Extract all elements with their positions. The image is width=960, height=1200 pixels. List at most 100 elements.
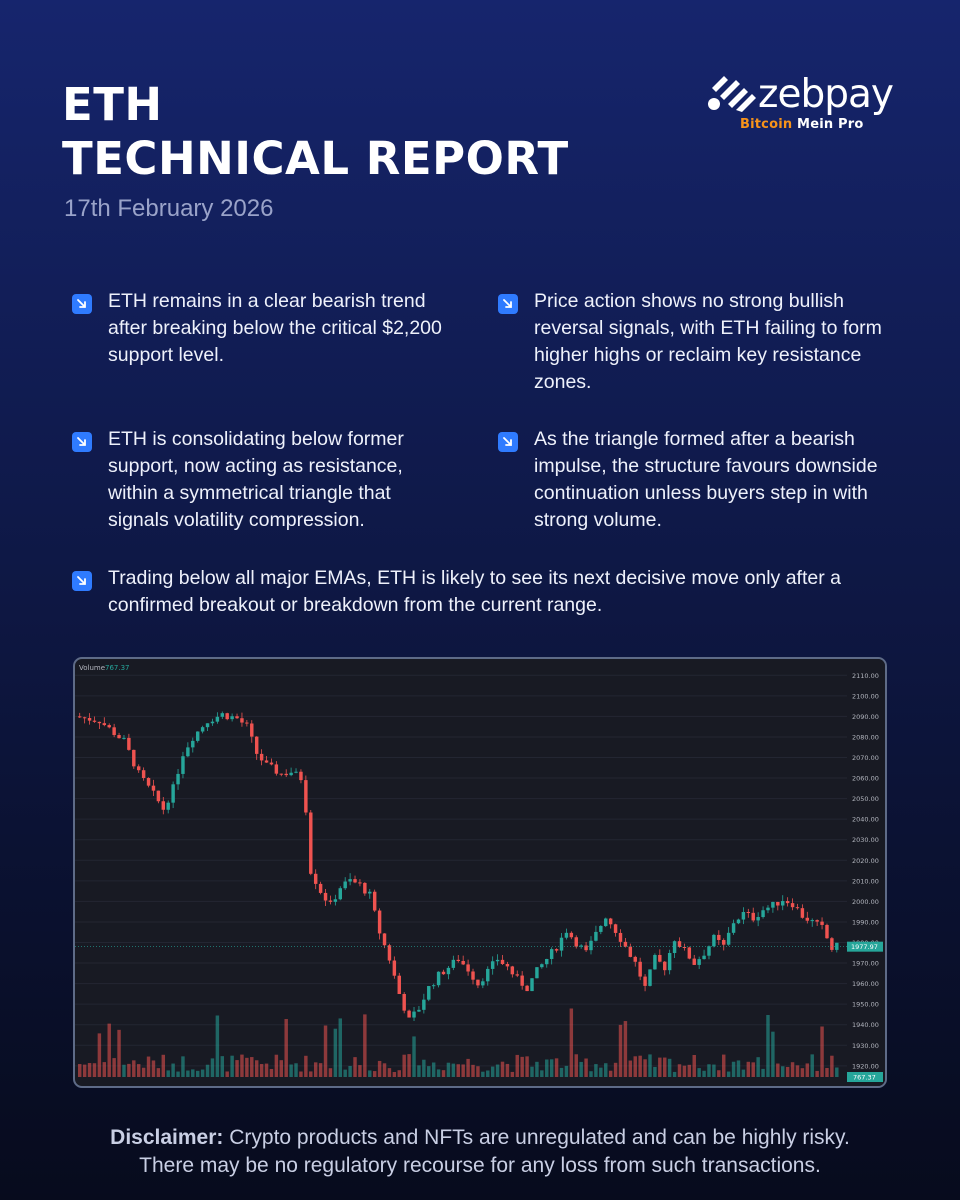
candle-body [304,780,308,813]
candle-body [658,954,662,962]
report-date: 17th February 2026 [64,195,274,222]
candle-body [397,975,401,994]
current-price-badge [847,941,883,952]
candle-body [520,975,524,986]
volume-badge-label: 767.37 [853,1074,876,1082]
volume-bar [545,1059,549,1077]
candle-body [250,723,254,737]
candle-body [481,981,485,986]
volume-bar [210,1058,215,1077]
candle-body [643,976,647,986]
candle-body [117,735,121,739]
candle-body [731,923,736,933]
volume-bar [805,1063,810,1077]
volume-bar [294,1063,298,1077]
candle-body [284,773,288,776]
candle-body [417,1009,421,1012]
title-line-technical-report: TECHNICAL REPORT [62,132,569,185]
candle-body [638,961,642,977]
volume-bar [146,1056,151,1077]
candle-body [363,882,367,894]
candle-body [584,945,588,951]
candle-body [525,985,529,992]
volume-bar [343,1069,347,1077]
candle-body [171,784,175,803]
volume-bar [677,1064,682,1077]
candle-body [761,910,765,918]
volume-bar [579,1061,583,1077]
candle-body [530,978,534,992]
y-tick-label: 1930.00 [852,1042,879,1050]
volume-bar [417,1065,421,1077]
candle-body [338,888,342,900]
volume-bar [466,1058,470,1077]
zebpay-logo-icon [708,76,756,112]
y-tick-label: 2030.00 [852,836,879,844]
volume-bar [825,1067,829,1077]
candle-body [161,801,166,810]
candle-body [702,955,706,960]
volume-bar [726,1071,731,1077]
disclaimer: Disclaimer: Crypto products and NFTs are… [0,1124,960,1180]
candle-body [279,773,284,775]
y-tick-label: 2050.00 [852,795,879,803]
candle-body [835,942,839,950]
candle-body [608,918,613,925]
candle-body [422,999,426,1010]
candle-body [392,960,397,976]
volume-bar [717,1070,721,1077]
candle-body [712,934,716,947]
candle-body [776,901,780,906]
y-tick-label: 2100.00 [852,692,879,700]
candle-body [259,753,264,761]
candle-body [510,966,515,975]
candle-body [476,979,480,986]
candle-body [736,919,741,924]
zebpay-logo: zebpay Bitcoin Mein Pro [700,70,900,140]
candle-body [387,945,392,961]
volume-bar [82,1064,87,1077]
volume-bar [500,1061,505,1077]
arrow-down-right-icon [72,571,92,591]
candle-body [368,891,372,894]
price-axis-background [847,659,885,1086]
candle-body [589,940,593,951]
volume-bar [181,1056,185,1077]
volume-bar [790,1062,795,1077]
volume-bar [682,1065,687,1077]
volume-legend-value: 767.37 [105,664,130,672]
volume-bar [250,1057,254,1077]
volume-bar [594,1064,598,1077]
volume-bar [78,1064,82,1077]
volume-bar [613,1062,618,1077]
y-tick-label: 2070.00 [852,754,879,762]
volume-bar [269,1068,274,1077]
volume-bar [490,1066,495,1077]
volume-bar [235,1060,239,1077]
current-price-label: 1977.97 [851,943,878,951]
arrow-down-right-icon [498,432,518,452]
volume-bar [215,1015,220,1077]
candle-body [107,725,111,728]
volume-bar [259,1064,264,1077]
volume-bar [377,1060,382,1077]
volume-bar [461,1064,465,1077]
candle-body [382,933,387,946]
volume-bar [412,1036,416,1077]
candle-body [830,938,834,950]
volume-bar [318,1063,323,1077]
bullet-3: ETH is consolidating below former suppor… [72,426,452,534]
logo-tagline-prefix: Bitcoin [740,117,793,132]
candle-body [82,717,87,719]
volume-bar [800,1068,805,1077]
y-tick-label: 2080.00 [852,733,879,741]
candle-body [446,967,451,975]
candle-body [412,1011,416,1018]
bullet-3-text: ETH is consolidating below former suppor… [108,428,404,531]
candle-body [820,921,824,925]
volume-bar [623,1021,628,1077]
y-tick-label: 2110.00 [852,672,879,680]
candle-body [151,785,156,791]
volume-bar [387,1068,392,1077]
candle-body [348,879,352,882]
